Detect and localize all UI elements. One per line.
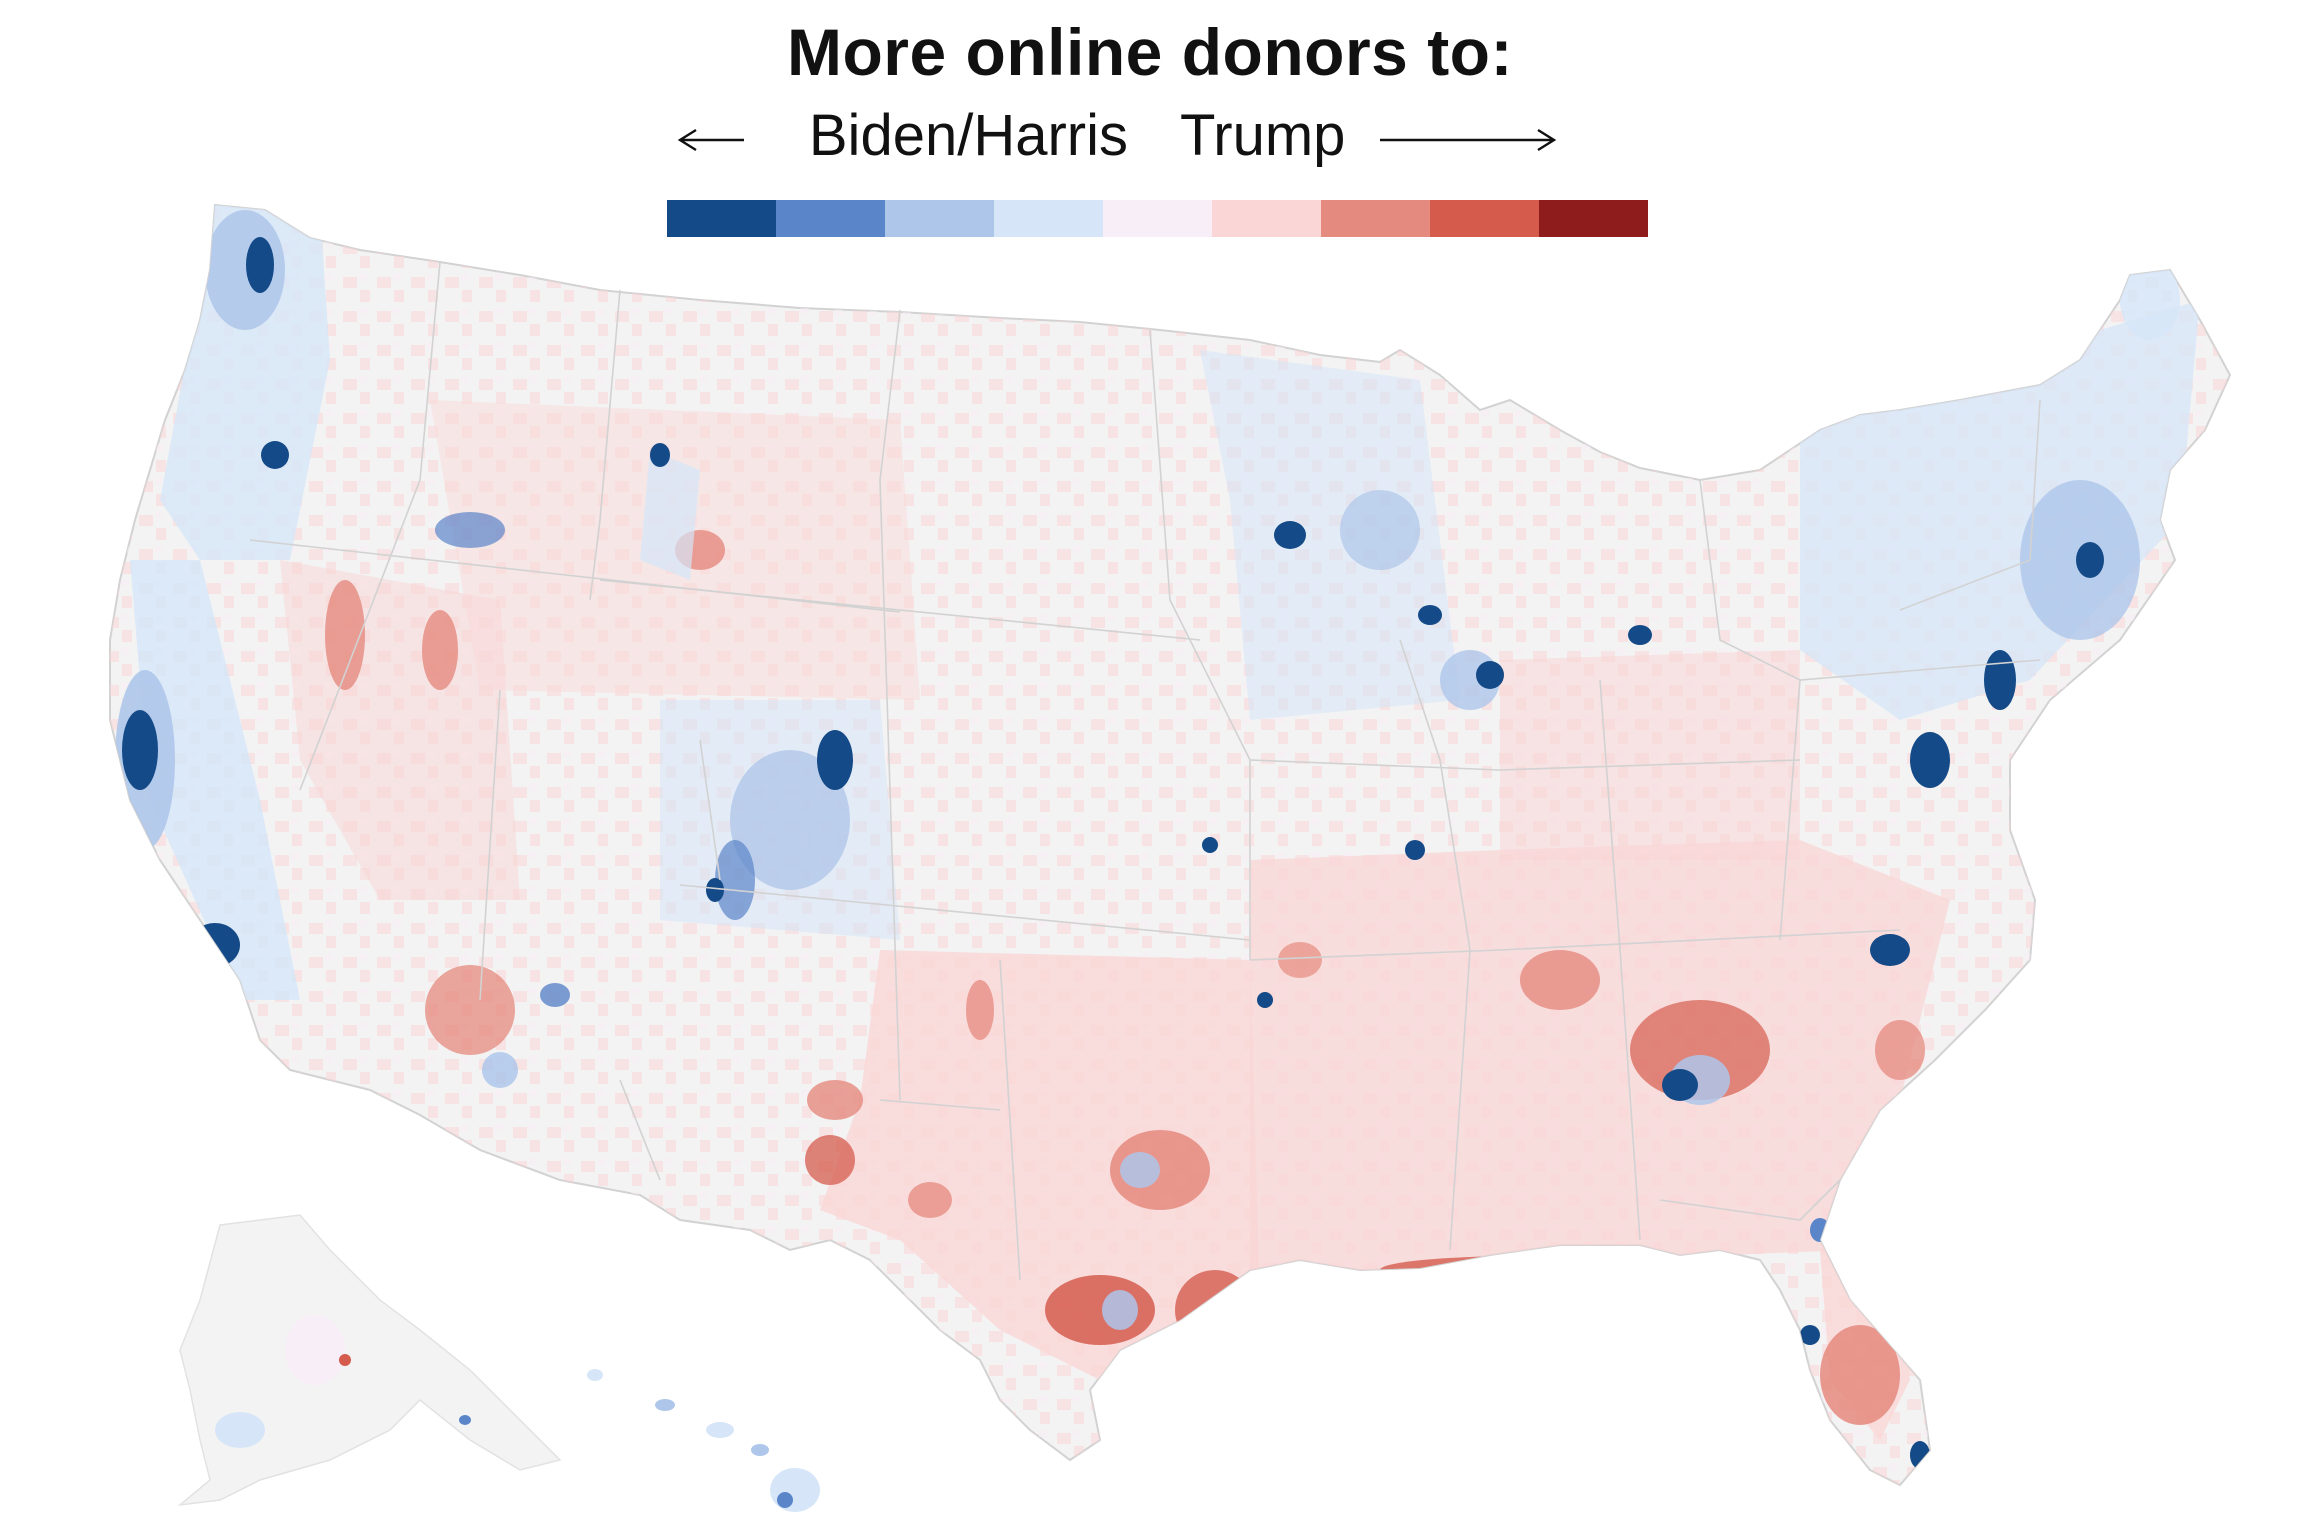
map-title: More online donors to: xyxy=(787,15,1513,89)
legend-swatch-5 xyxy=(1103,200,1212,237)
legend-swatch-4 xyxy=(994,200,1103,237)
arrow-right-icon xyxy=(1380,128,1557,152)
alaska xyxy=(177,1214,562,1507)
legend-label-biden-harris: Biden/Harris xyxy=(808,103,1128,168)
legend-swatch-8 xyxy=(1430,200,1539,237)
legend-swatch-9 xyxy=(1539,200,1648,237)
legend-swatch-7 xyxy=(1321,200,1430,237)
hawaii xyxy=(587,1369,820,1512)
legend-swatch-6 xyxy=(1212,200,1321,237)
legend-swatch-2 xyxy=(776,200,885,237)
arrow-left-icon xyxy=(677,128,744,152)
legend-labels: Biden/Harris Trump xyxy=(0,100,2300,180)
legend-label-trump: Trump xyxy=(1180,103,1346,168)
legend-swatch-3 xyxy=(885,200,994,237)
legend-swatch-1 xyxy=(667,200,776,237)
contiguous-us xyxy=(109,203,2232,1487)
color-scale-legend xyxy=(667,200,1648,237)
